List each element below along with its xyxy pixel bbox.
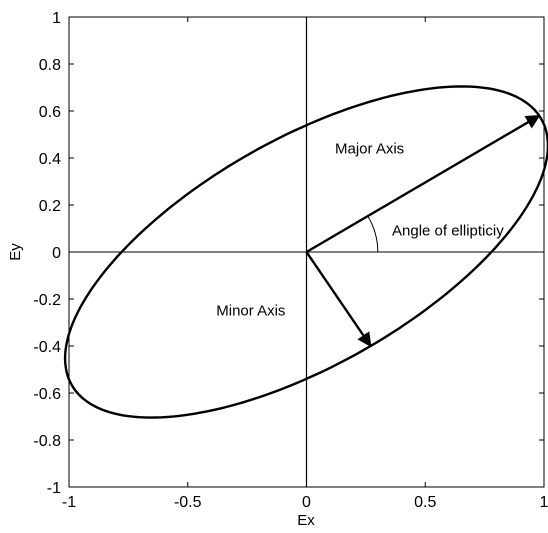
axis-arrows: [305, 114, 541, 348]
annotation-major: Major Axis: [335, 140, 404, 157]
y-tick-label: -1: [47, 480, 61, 497]
x-tick-label: 0: [302, 494, 311, 511]
x-tick-label: -0.5: [174, 494, 202, 511]
angle-arc: [367, 215, 379, 253]
annotation-minor: Minor Axis: [216, 302, 285, 319]
y-tick-label: 0.2: [39, 198, 61, 215]
x-tick-label: -1: [62, 494, 76, 511]
ticks-layer: -1 -0.5 0 0.5 1 -1 -0.8 -0.6 -0.4 -0.2 0 0.2 0.4 0.6 0…: [33, 10, 548, 511]
y-tick-label: -0.2: [33, 292, 61, 309]
y-tick-label: 1: [52, 10, 61, 27]
y-tick-label: 0.8: [39, 57, 61, 74]
y-tick-label: -0.4: [33, 339, 61, 356]
y-axis-label: Ey: [7, 243, 24, 261]
ellipse-series: [63, 85, 548, 419]
polarization-ellipse: [63, 85, 548, 419]
y-tick-label: 0.6: [39, 104, 61, 121]
y-tick-label: -0.8: [33, 433, 61, 450]
x-tick-label: 0.5: [414, 494, 436, 511]
y-tick-label: 0: [52, 245, 61, 262]
x-tick-label: 1: [540, 494, 548, 511]
y-tick-label: -0.6: [33, 386, 61, 403]
annotation-angle: Angle of ellipticiy: [392, 223, 504, 240]
x-axis-label: Ex: [297, 512, 315, 529]
y-tick-label: 0.4: [39, 151, 61, 168]
annotations: Major Axis Minor Axis Angle of ellipticiy: [216, 140, 504, 319]
minor-axis-arrow: [305, 251, 372, 348]
major-axis-arrow: [305, 114, 541, 254]
